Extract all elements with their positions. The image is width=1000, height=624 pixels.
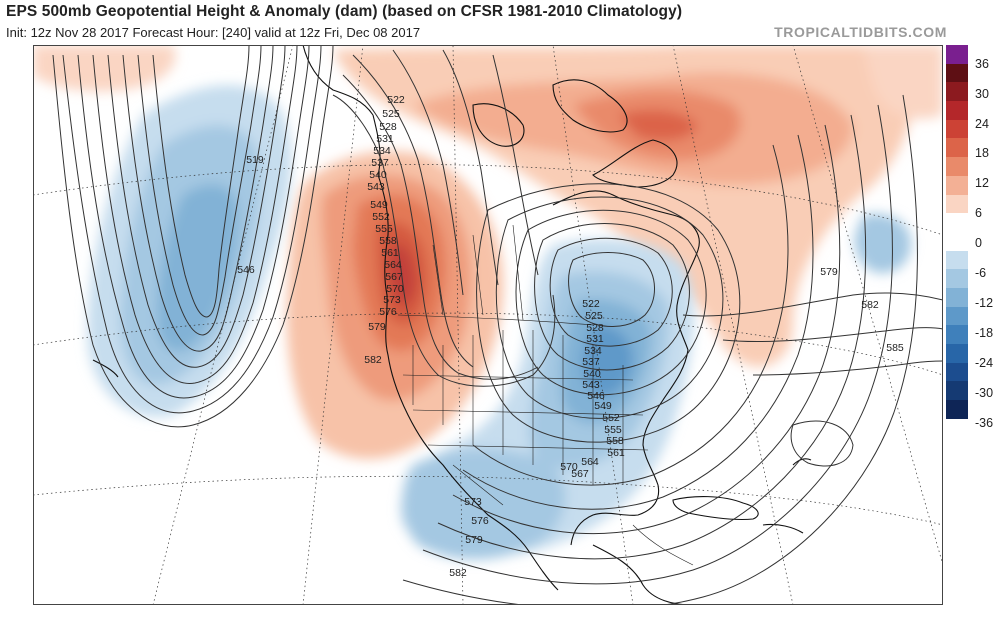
colorbar-swatch — [946, 138, 968, 158]
colorbar-swatch — [946, 287, 968, 307]
contour-label: 564 — [581, 456, 599, 468]
colorbar-swatch — [946, 45, 968, 64]
contour-label: 534 — [584, 345, 602, 357]
contour-label: 579 — [368, 321, 386, 333]
contour-label: 555 — [604, 424, 622, 436]
colorbar-swatch — [946, 82, 968, 102]
contour-label: 552 — [372, 211, 390, 223]
colorbar-swatch — [946, 250, 968, 270]
colorbar-swatch — [946, 213, 968, 232]
contour-labels: 5225255285315345375405435495525555585615… — [237, 94, 904, 579]
colorbar-swatch — [946, 63, 968, 83]
colorbar-label: -6 — [975, 266, 987, 281]
contour-label: 525 — [585, 310, 603, 322]
contour-label: 540 — [369, 169, 387, 181]
contour-label: 567 — [571, 468, 589, 480]
contour-label: 570 — [560, 461, 578, 473]
colorbar-swatch — [946, 325, 968, 344]
colorbar-label: 6 — [975, 206, 982, 221]
colorbar-label: 24 — [975, 116, 989, 131]
contour-label: 573 — [383, 294, 401, 306]
colorbar-swatch — [946, 101, 968, 120]
height-anomaly-map: 5225255285315345375405435495525555585615… — [33, 45, 943, 605]
height-contours — [52, 45, 943, 605]
contour-label: 582 — [861, 299, 879, 311]
contour-label: 528 — [586, 322, 604, 334]
contour-label: 555 — [375, 223, 393, 235]
colorbar-label: -30 — [975, 385, 994, 400]
contour-label: 525 — [382, 108, 400, 120]
colorbar-label: -36 — [975, 415, 994, 430]
contour-label: 582 — [364, 354, 382, 366]
colorbar-label: -12 — [975, 296, 994, 311]
colorbar-swatch — [946, 381, 968, 401]
contour-label: 531 — [376, 133, 394, 145]
contour-label: 537 — [582, 356, 600, 368]
colorbar-swatch — [946, 231, 968, 251]
colorbar-swatch — [946, 269, 968, 288]
colorbar-label: 0 — [975, 236, 982, 251]
contour-label: 576 — [471, 515, 489, 527]
contour-label: 576 — [379, 306, 397, 318]
colorbar-label: 30 — [975, 86, 989, 101]
brand-watermark: TROPICALTIDBITS.COM — [774, 24, 947, 40]
contour-label: 573 — [464, 496, 482, 508]
colorbar-swatch — [946, 344, 968, 363]
colorbar-swatch — [946, 157, 968, 176]
political-boundaries — [397, 224, 694, 566]
contour-label: 522 — [582, 298, 600, 310]
contour-label: 570 — [386, 283, 404, 295]
contour-label: 579 — [820, 266, 838, 278]
contour-label: 567 — [385, 271, 403, 283]
coastlines — [92, 45, 812, 605]
chart-title: EPS 500mb Geopotential Height & Anomaly … — [6, 3, 683, 20]
contour-label: 579 — [465, 534, 483, 546]
contour-label: 552 — [602, 412, 620, 424]
contour-label: 561 — [381, 247, 399, 259]
colorbar-label: -18 — [975, 325, 994, 340]
contour-label: 519 — [246, 154, 264, 166]
colorbar-swatch — [946, 194, 968, 214]
contour-label: 543 — [367, 181, 385, 193]
colorbar-swatch — [946, 362, 968, 382]
colorbar-swatch — [946, 119, 968, 139]
contour-label: 522 — [387, 94, 405, 106]
contour-label: 534 — [373, 145, 391, 157]
colorbar-swatch — [946, 306, 968, 326]
contour-label: 528 — [379, 121, 397, 133]
contour-label: 585 — [886, 342, 904, 354]
contour-label: 561 — [607, 447, 625, 459]
contour-label: 531 — [586, 333, 604, 345]
contour-label: 558 — [379, 235, 397, 247]
contour-label: 549 — [594, 400, 612, 412]
contour-label: 558 — [606, 435, 624, 447]
colorbar-label: 36 — [975, 56, 989, 71]
contour-label: 549 — [370, 199, 388, 211]
contour-label: 537 — [371, 157, 389, 169]
colorbar-label: 18 — [975, 146, 989, 161]
anomaly-colorbar — [946, 45, 968, 419]
colorbar-swatch — [946, 400, 968, 419]
forecast-info: Init: 12z Nov 28 2017 Forecast Hour: [24… — [6, 25, 421, 40]
colorbar-label: -24 — [975, 355, 994, 370]
colorbar-label: 12 — [975, 176, 989, 191]
contour-label: 543 — [582, 379, 600, 391]
contour-label: 546 — [237, 264, 255, 276]
contour-label: 546 — [587, 390, 605, 402]
positive-anomaly-shading — [33, 45, 943, 459]
contour-label: 582 — [449, 567, 467, 579]
colorbar-swatch — [946, 175, 968, 195]
contour-label: 540 — [583, 368, 601, 380]
contour-label: 564 — [384, 259, 402, 271]
